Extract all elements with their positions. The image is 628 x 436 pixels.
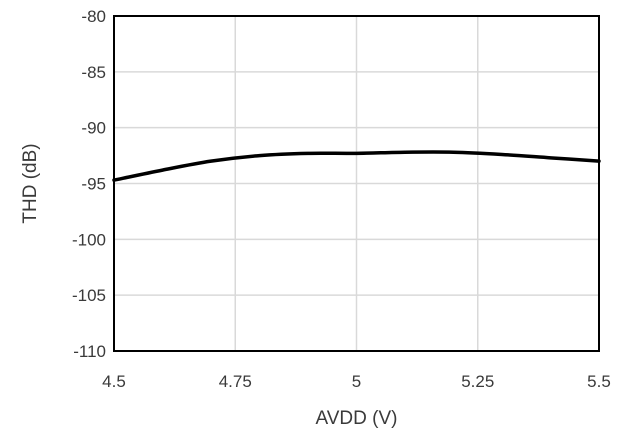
plot-area-frame [113,15,600,352]
y-tick-label: -80 [81,7,106,26]
y-tick-label: -100 [72,230,106,249]
x-tick-label: 5.5 [587,372,611,391]
y-tick-label: -85 [81,63,106,82]
x-tick-label: 5 [352,372,361,391]
y-axis-title: THD (dB) [20,143,41,223]
y-tick-label: -90 [81,119,106,138]
x-tick-label: 4.75 [219,372,252,391]
series-layer [112,150,601,182]
y-tick-label: -95 [81,175,106,194]
x-axis-title: AVDD (V) [316,408,398,429]
y-tick-label: -110 [73,342,106,361]
x-tick-label: 4.5 [102,372,126,391]
x-tick-labels: 4.5 4.75 5 5.25 5.5 [102,372,611,391]
y-tick-label: -105 [72,286,106,305]
series-line-0 [112,150,601,182]
x-tick-label: 5.25 [461,372,494,391]
y-tick-labels: -80 -85 -90 -95 -100 -105 -110 [72,7,106,361]
grid-lines [113,15,600,352]
